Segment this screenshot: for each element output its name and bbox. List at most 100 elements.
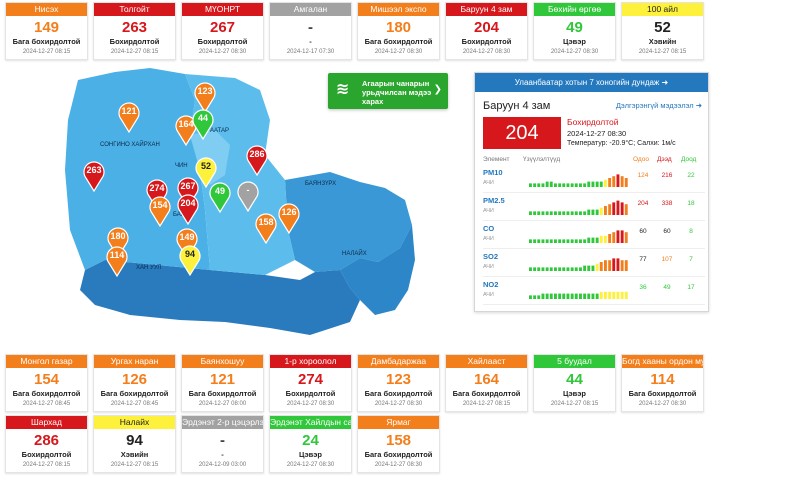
detail-link[interactable]: Дэлгэрэнгүй мэдээлэл ➜ (616, 101, 702, 110)
station-card[interactable]: Хайлааст 164 Бага бохирдолтой 2024-12-27 08… (445, 354, 528, 412)
station-card-title: Эрдэнэт 2-р цэцэрлэг (182, 416, 263, 429)
map-pin-value: 180 (110, 231, 126, 241)
map-pin[interactable]: 123 (193, 81, 217, 113)
pollutant-row[interactable]: NO2 АЧИ 36 49 17 (483, 278, 705, 305)
station-card[interactable]: Налайх 94 Хэвийн 2024-12-27 08:15 (93, 415, 176, 473)
map-pin[interactable]: - (236, 180, 260, 212)
station-card[interactable]: Баруун 4 зам 204 Бохирдолтой 2024-12-27 08:… (445, 2, 528, 60)
station-card[interactable]: 100 айл 52 Хэвийн 2024-12-27 08:15 (621, 2, 704, 60)
panel-header[interactable]: Улаанбаатар хотын 7 хоногийн дундаж ➜ (475, 73, 708, 92)
trend-bar (545, 293, 549, 299)
trend-bar (587, 209, 591, 215)
station-card-aqi: - (308, 19, 313, 36)
pollutant-name: SO2 (483, 252, 499, 261)
map-pin-value: 121 (121, 106, 137, 116)
station-card-aqi: 44 (566, 371, 583, 388)
station-card[interactable]: Монгол газар 154 Бага бохирдолтой 2024-12-2… (5, 354, 88, 412)
trend-bar (624, 232, 628, 243)
trend-bar (587, 237, 591, 243)
map-pin[interactable]: 44 (191, 108, 215, 140)
map-pin[interactable]: 121 (117, 101, 141, 133)
map-pin[interactable]: 180 (106, 226, 130, 258)
map-pin[interactable]: 164 (174, 114, 198, 146)
trend-bar (554, 239, 557, 243)
station-card[interactable]: Нисэх 149 Бага бохирдолтой 2024-12-27 08:15 (5, 2, 88, 60)
pollutant-row[interactable]: SO2 АЧИ 77 107 7 (483, 250, 705, 277)
station-card[interactable]: Дамбадаржаа 123 Бага бохирдолтой 2024-12-27… (357, 354, 440, 412)
station-card[interactable]: Ургах наран 126 Бага бохирдолтой 2024-12-27… (93, 354, 176, 412)
map-pin[interactable]: 52 (194, 156, 218, 188)
map-pin[interactable]: 263 (82, 160, 106, 192)
station-card-status: - (309, 37, 312, 46)
station-card[interactable]: 5 буудал 44 Цэвэр 2024-12-27 08:15 (533, 354, 616, 412)
station-card-status: Хэвийн (648, 37, 677, 46)
map-pin[interactable]: 267 (176, 176, 200, 208)
district-label: ААТАР (210, 128, 230, 134)
pollutant-row[interactable]: PM10 АЧИ 124 216 22 (483, 166, 705, 193)
trend-bar (608, 291, 612, 299)
station-card-status: Бохирдолтой (285, 389, 336, 398)
map-pin[interactable]: 154 (148, 195, 172, 227)
station-card[interactable]: Толгойт 263 Бохирдолтой 2024-12-27 08:15 (93, 2, 176, 60)
trend-bar (545, 181, 549, 187)
station-card[interactable]: Бөхийн өргөө 49 Цэвэр 2024-12-27 08:30 (533, 2, 616, 60)
station-card[interactable]: Баянхошуу 121 Бага бохирдолтой 2024-12-27 0… (181, 354, 264, 412)
station-card-status: Бага бохирдолтой (452, 389, 521, 398)
district-songino-khairkhan[interactable] (65, 68, 210, 270)
map-pin[interactable]: 94 (178, 244, 202, 276)
district-chingeltei[interactable] (190, 130, 230, 185)
station-card-time: 2024-12-27 08:30 (550, 49, 599, 55)
station-card-title: Ургах наран (94, 355, 175, 368)
trend-bar (604, 179, 607, 187)
pollutant-min: 7 (689, 256, 693, 263)
map-pin-value: 204 (180, 198, 196, 208)
trend-bar (529, 183, 532, 187)
map-pin[interactable]: 126 (277, 202, 301, 234)
pollutant-row[interactable]: PM2.5 АЧИ 204 338 18 (483, 194, 705, 221)
map-pin[interactable]: 274 (145, 178, 169, 210)
station-card[interactable]: МҮОНРТ 267 Бохирдолтой 2024-12-27 08:30 (181, 2, 264, 60)
pollutant-row[interactable]: CO АЧИ 60 60 8 (483, 222, 705, 249)
district-label: НАЛАЙХ (342, 251, 367, 257)
pollutant-current: 204 (637, 200, 649, 207)
map-pin[interactable]: 286 (245, 144, 269, 176)
col-header-min: Доод (681, 156, 697, 163)
station-card-status: Цэвэр (563, 389, 586, 398)
district-khan-uul[interactable] (80, 260, 360, 335)
station-card-title: Налайх (94, 416, 175, 429)
station-card[interactable]: Эрдэнэт 2-р цэцэрлэг - - 2024-12-09 03:00 (181, 415, 264, 473)
station-card[interactable]: Амгалан - - 2024-12-17 07:30 (269, 2, 352, 60)
trend-bar (533, 295, 537, 299)
station-card[interactable]: Ярмаг 158 Бага бохирдолтой 2024-12-27 08:30 (357, 415, 440, 473)
trend-bar (570, 267, 574, 271)
station-card[interactable]: Эрдэнэт Хайлдын сан 24 Цэвэр 2024-12-27 08:… (269, 415, 352, 473)
map-pin[interactable]: 204 (176, 193, 200, 225)
trend-bar (570, 293, 574, 299)
trend-bar (595, 237, 599, 243)
station-card-time: 2024-12-27 08:30 (374, 401, 423, 407)
trend-bar (608, 260, 612, 271)
map-pin[interactable]: 114 (105, 245, 129, 277)
trend-bar (558, 293, 562, 299)
forecast-button[interactable]: ≋ Агаарын чанарын урьдчилсан мэдээ харах… (328, 73, 448, 109)
district-label: ЧИН (175, 163, 188, 169)
district-bayanzurkh[interactable] (285, 172, 412, 272)
trend-bar (579, 267, 582, 271)
map-pin[interactable]: 158 (254, 212, 278, 244)
station-card[interactable]: Шархад 286 Бохирдолтой 2024-12-27 08:15 (5, 415, 88, 473)
pollutant-name: PM10 (483, 168, 503, 177)
map-pin-value: 154 (152, 200, 168, 210)
trend-bar (595, 293, 599, 299)
station-card[interactable]: 1-р хороолол 274 Бохирдолтой 2024-12-27 08:… (269, 354, 352, 412)
map-pin[interactable]: 49 (208, 181, 232, 213)
map-pin-value: 149 (179, 232, 195, 242)
map-pin-value: 44 (197, 113, 208, 123)
district-nalaikh[interactable] (340, 225, 415, 315)
station-card-time: 2024-12-27 08:45 (22, 401, 71, 407)
station-card-time: 2024-12-27 08:30 (198, 49, 247, 55)
trend-bar (533, 267, 537, 271)
map-pin[interactable]: 149 (175, 227, 199, 259)
station-card-aqi: 180 (385, 19, 412, 36)
station-card[interactable]: Мишээл экспо 180 Бага бохирдолтой 2024-12-2… (357, 2, 440, 60)
